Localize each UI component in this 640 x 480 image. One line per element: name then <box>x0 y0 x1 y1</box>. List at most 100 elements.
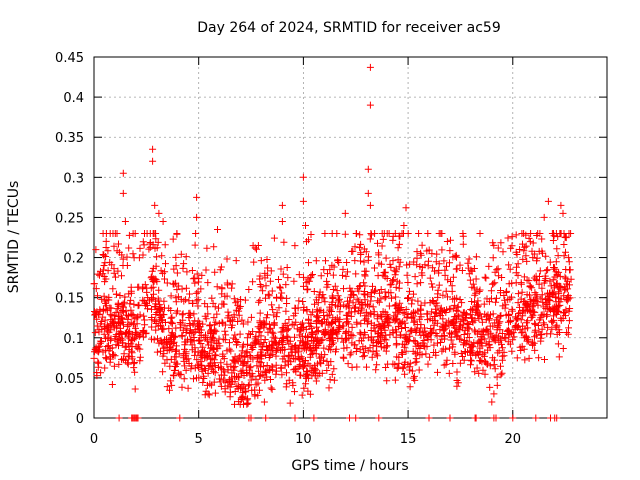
y-tick-label: 0.2 <box>63 252 84 267</box>
data-point <box>327 334 335 342</box>
data-point <box>191 344 199 352</box>
data-point <box>399 318 407 326</box>
data-point <box>471 291 479 299</box>
data-point <box>121 293 129 301</box>
data-point <box>151 230 159 237</box>
data-point <box>353 363 361 371</box>
data-point <box>278 201 286 209</box>
data-point <box>408 296 416 304</box>
data-point <box>524 306 532 314</box>
data-point <box>108 381 116 388</box>
data-point <box>262 282 270 290</box>
data-point <box>236 400 244 408</box>
data-point <box>358 306 366 314</box>
data-point <box>100 262 108 269</box>
data-point <box>239 389 247 397</box>
data-point <box>391 376 399 384</box>
data-point <box>330 263 338 271</box>
data-point <box>410 258 418 266</box>
data-point <box>187 338 195 346</box>
data-point <box>306 322 314 330</box>
data-point <box>497 336 505 344</box>
data-point <box>462 348 469 356</box>
data-point <box>124 332 132 340</box>
data-point <box>311 367 319 375</box>
data-point <box>359 334 367 342</box>
data-point <box>304 332 312 340</box>
data-point <box>351 257 359 265</box>
data-point <box>155 286 163 294</box>
data-point <box>152 320 160 327</box>
data-point <box>254 242 262 249</box>
data-point <box>108 344 116 352</box>
data-point <box>521 325 529 333</box>
data-point <box>233 383 241 391</box>
data-point <box>489 280 497 288</box>
data-point <box>343 259 351 266</box>
data-point <box>261 336 269 343</box>
data-point <box>213 283 221 291</box>
data-point <box>325 384 333 392</box>
data-point <box>531 321 539 329</box>
data-point <box>352 230 360 237</box>
data-point <box>179 264 187 272</box>
data-point <box>402 306 410 313</box>
data-point <box>428 308 436 316</box>
data-point <box>404 295 411 302</box>
data-point <box>538 291 546 299</box>
data-point <box>194 362 202 370</box>
data-point <box>312 257 320 265</box>
data-point <box>140 312 148 320</box>
data-point <box>112 273 119 281</box>
data-point <box>390 276 398 284</box>
data-point <box>541 356 548 363</box>
data-point <box>338 334 346 342</box>
data-point <box>428 280 436 288</box>
data-point <box>426 330 434 337</box>
data-point <box>127 340 135 348</box>
data-point <box>419 339 427 347</box>
data-point <box>283 264 291 271</box>
data-point <box>445 305 453 313</box>
data-point <box>545 292 553 300</box>
data-point <box>344 268 351 276</box>
data-point <box>341 209 349 217</box>
data-point <box>394 363 402 371</box>
data-point <box>302 380 310 388</box>
data-point <box>425 414 433 422</box>
data-point <box>543 312 550 320</box>
data-point <box>508 293 515 301</box>
data-point <box>125 352 133 360</box>
data-point <box>546 277 554 285</box>
data-point <box>145 245 153 253</box>
data-point <box>411 317 419 325</box>
data-point <box>190 310 198 318</box>
data-point <box>269 329 277 337</box>
data-point <box>221 327 229 335</box>
data-point <box>361 345 369 353</box>
data-point <box>215 304 222 312</box>
data-point <box>418 269 426 277</box>
data-point <box>312 296 320 304</box>
data-point <box>561 234 569 241</box>
data-point <box>119 355 127 363</box>
data-point <box>481 310 489 318</box>
data-point <box>538 284 546 292</box>
data-point <box>375 251 383 259</box>
data-point <box>357 320 365 328</box>
data-point <box>559 209 567 217</box>
data-point <box>371 287 378 295</box>
data-point <box>548 317 555 325</box>
data-point <box>268 301 276 309</box>
data-point <box>101 364 109 372</box>
data-point <box>310 414 318 422</box>
data-point <box>356 282 364 290</box>
data-point <box>492 414 500 422</box>
data-point <box>344 360 352 368</box>
data-point <box>538 235 546 243</box>
data-point <box>272 313 280 321</box>
data-point <box>223 255 231 263</box>
data-point <box>533 297 541 305</box>
data-point <box>345 334 353 342</box>
data-point <box>259 362 267 370</box>
